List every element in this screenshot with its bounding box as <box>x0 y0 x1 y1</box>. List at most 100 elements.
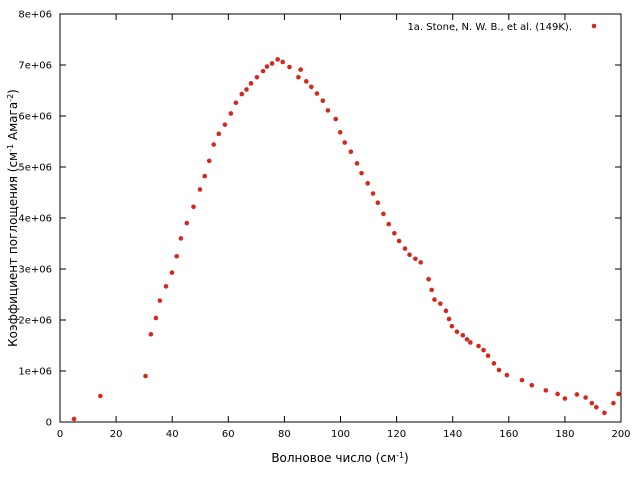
x-tick-label: 160 <box>499 429 518 440</box>
x-tick-label: 140 <box>443 429 462 440</box>
data-point <box>491 361 497 366</box>
y-axis-title-superscript-2: -2 <box>6 94 15 102</box>
data-point <box>396 238 402 244</box>
data-point <box>303 79 309 84</box>
legend: 1a. Stone, N. W. B., et al. (149K). <box>407 22 597 33</box>
data-point <box>365 181 371 186</box>
data-point <box>260 68 266 74</box>
x-tick-label: 80 <box>278 429 291 440</box>
data-point <box>342 140 348 145</box>
data-point <box>485 353 491 359</box>
data-point <box>184 220 190 226</box>
legend-label: 1a. Stone, N. W. B., et al. (149K). <box>407 22 572 33</box>
data-point <box>202 173 208 179</box>
data-point <box>392 231 397 236</box>
data-point <box>174 253 179 259</box>
y-axis-title: Коэффициент поглощения (см-1 Амага-2) <box>6 89 21 347</box>
y-tick-label: 3e+06 <box>18 265 52 276</box>
data-point <box>359 170 364 176</box>
legend-marker <box>591 23 597 29</box>
axes <box>59 13 622 423</box>
data-point <box>337 130 343 135</box>
data-point <box>248 81 254 86</box>
data-point <box>296 74 301 80</box>
data-point <box>454 329 460 335</box>
data-point <box>254 74 260 80</box>
data-point <box>157 298 163 303</box>
data-point <box>269 61 275 66</box>
x-tick-label: 20 <box>110 429 123 440</box>
x-axis-title-superscript: -1 <box>396 451 404 460</box>
data-point <box>148 331 154 337</box>
x-tick-label: 100 <box>331 429 350 440</box>
data-point <box>298 67 303 72</box>
data-point <box>239 91 245 97</box>
y-tick-label: 8e+06 <box>18 10 52 21</box>
data-point <box>370 191 376 196</box>
x-tick-label: 40 <box>166 429 179 440</box>
data-point <box>476 343 481 349</box>
ticks: 0 20 40 60 80 100 120 140 160 180 200 0 1e+06 2e+06 3e… <box>18 10 630 441</box>
data-point <box>163 284 169 289</box>
data-point <box>449 323 455 329</box>
y-tick-label: 5e+06 <box>18 163 52 174</box>
data-point <box>314 91 320 96</box>
data-point <box>429 287 434 293</box>
data-point <box>206 158 212 164</box>
data-points <box>71 57 621 422</box>
x-tick-label: 180 <box>555 429 574 440</box>
x-axis-title: Волновое число (см-1) <box>271 451 408 466</box>
x-tick-label: 0 <box>57 429 63 440</box>
data-point <box>287 64 292 70</box>
data-point <box>233 100 239 106</box>
data-point <box>432 297 437 302</box>
y-tick-label: 2e+06 <box>18 316 52 327</box>
data-point <box>519 377 525 383</box>
y-tick-label: 0 <box>46 418 52 429</box>
data-point <box>280 59 286 65</box>
data-point <box>418 260 424 265</box>
data-point <box>464 337 470 342</box>
data-point <box>244 87 249 92</box>
data-point <box>496 367 502 373</box>
data-point <box>594 404 599 410</box>
data-point <box>407 252 412 258</box>
data-point <box>348 149 354 154</box>
data-point <box>504 372 510 378</box>
data-point <box>616 391 621 397</box>
data-point <box>333 116 339 122</box>
data-point <box>222 122 228 127</box>
data-point <box>602 410 607 416</box>
data-point <box>153 315 159 321</box>
data-point <box>381 211 386 217</box>
data-point <box>543 388 549 393</box>
data-point <box>264 64 270 69</box>
data-point <box>375 200 381 205</box>
x-tick-label: 60 <box>222 429 235 440</box>
data-point <box>197 187 203 192</box>
y-tick-label: 4e+06 <box>18 214 52 225</box>
data-point <box>216 131 222 137</box>
data-point <box>320 98 326 103</box>
data-point <box>413 256 418 262</box>
data-point <box>481 347 486 353</box>
data-point <box>169 270 175 275</box>
data-point <box>325 108 331 113</box>
data-point <box>446 316 452 322</box>
data-point <box>386 221 392 227</box>
data-point <box>354 161 360 166</box>
data-point <box>583 395 588 400</box>
x-tick-label: 120 <box>387 429 406 440</box>
data-point <box>178 236 184 241</box>
data-point <box>555 391 560 397</box>
data-point <box>143 373 148 379</box>
plot-frame <box>59 13 622 423</box>
data-point <box>211 142 217 147</box>
data-point <box>228 111 234 116</box>
data-point <box>443 308 449 314</box>
data-point <box>98 393 103 399</box>
y-tick-label: 7e+06 <box>18 61 52 72</box>
data-point <box>402 246 408 251</box>
data-point <box>309 84 314 90</box>
